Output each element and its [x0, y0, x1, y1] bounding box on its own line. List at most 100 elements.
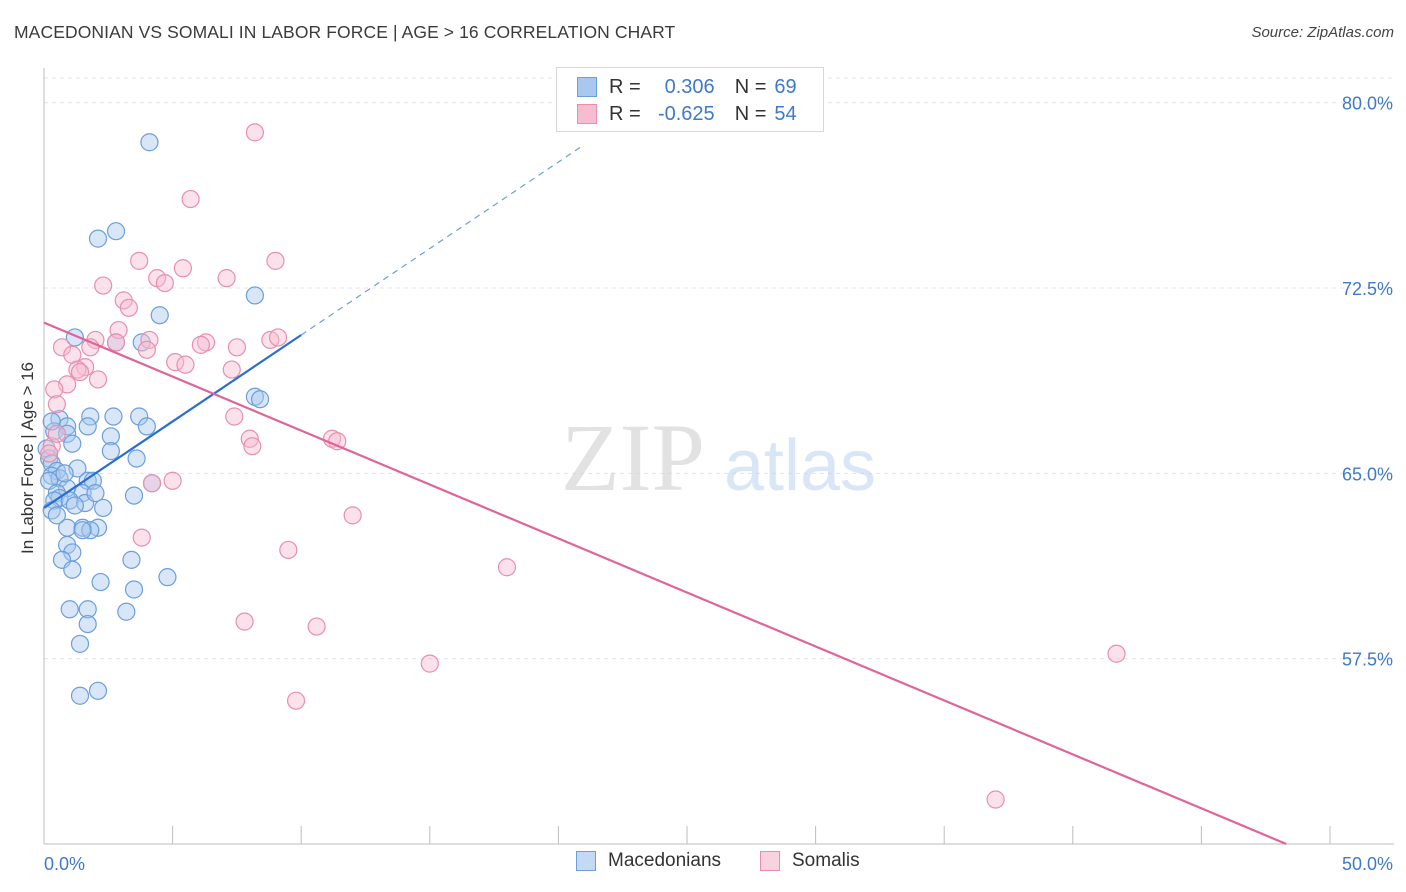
y-tick-label: 72.5% [1342, 279, 1393, 299]
somali-point [268, 328, 288, 347]
somali-point [130, 251, 149, 270]
macedonian-point [94, 498, 113, 518]
macedonian-point [78, 417, 97, 436]
legend-label: Macedonians [608, 850, 722, 871]
stats-row-somalis: R = -0.625 N = 54 [577, 101, 797, 127]
r-value: -0.625 [657, 102, 715, 125]
stats-row-macedonians: R = 0.306 N = 69 [577, 74, 797, 100]
macedonian-point [140, 133, 159, 152]
macedonian-point [150, 306, 169, 325]
somali-point [47, 395, 66, 414]
trend-lines [43, 144, 1287, 846]
somali-point [191, 335, 210, 354]
macedonians-legend-swatch [576, 851, 596, 871]
somali-point [307, 617, 326, 636]
somali-point [106, 333, 126, 352]
macedonians-trend-extension [300, 144, 585, 336]
macedonian-point [101, 427, 120, 446]
somali-point [235, 612, 254, 631]
macedonian-point [122, 550, 141, 569]
somali-point [227, 338, 246, 357]
macedonian-point [124, 486, 144, 505]
somali-point [225, 407, 244, 426]
r-label: R = [609, 75, 641, 98]
somali-point [497, 558, 517, 577]
macedonian-point [70, 634, 90, 653]
r-label: R = [609, 102, 641, 125]
x-tick-label: 0.0% [44, 854, 85, 874]
axes [43, 68, 1394, 845]
macedonian-point [130, 407, 149, 426]
legend-item-somalis[interactable]: Somalis [760, 850, 860, 872]
somali-point [986, 790, 1005, 809]
somali-point [47, 424, 66, 443]
macedonian-point [58, 424, 77, 443]
macedonian-point [101, 442, 120, 461]
somali-point [155, 273, 174, 293]
somalis-points [40, 123, 1126, 809]
macedonian-point [55, 464, 74, 483]
macedonian-point [88, 229, 108, 248]
n-value: 54 [774, 102, 797, 125]
macedonian-point [70, 686, 90, 705]
somali-point [173, 259, 192, 278]
somali-point [142, 474, 162, 493]
macedonian-point [65, 496, 84, 515]
macedonian-point [104, 407, 123, 426]
somali-point [222, 360, 241, 379]
somali-point [132, 528, 151, 547]
somali-point [94, 276, 113, 295]
somalis-legend-swatch [760, 851, 780, 871]
somali-point [266, 251, 285, 270]
r-value: 0.306 [664, 75, 715, 98]
somalis-swatch [577, 104, 597, 124]
macedonian-point [63, 560, 82, 579]
legend-item-macedonians[interactable]: Macedonians [576, 850, 721, 872]
somali-point [343, 506, 362, 525]
somali-point [217, 269, 236, 288]
somali-point [137, 340, 156, 359]
macedonian-point [60, 600, 79, 619]
somali-point [70, 362, 90, 382]
somali-point [286, 691, 306, 710]
somali-point [279, 540, 298, 560]
macedonians-trend-line [43, 334, 302, 509]
somali-point [40, 444, 59, 463]
macedonian-point [81, 521, 100, 540]
stats-legend: R = 0.306 N = 69 R = -0.625 N = 54 [556, 67, 824, 132]
somali-point [245, 123, 265, 142]
somali-point [181, 189, 200, 209]
somali-point [243, 437, 262, 456]
somalis-trend-line [43, 321, 1287, 846]
macedonian-point [78, 614, 97, 634]
x-tick-label: 50.0% [1342, 854, 1393, 874]
series-legend: Macedonians Somalis [0, 850, 1406, 878]
y-tick-label: 57.5% [1342, 650, 1393, 670]
macedonian-point [91, 572, 110, 592]
macedonian-point [88, 681, 108, 700]
macedonian-point [78, 600, 97, 619]
watermark-zip: ZIP [561, 404, 705, 511]
macedonian-point [106, 222, 126, 241]
legend-label: Somalis [792, 850, 860, 871]
n-value: 69 [774, 75, 797, 98]
macedonian-point [63, 434, 82, 453]
somali-point [240, 429, 259, 448]
somali-point [119, 298, 138, 317]
macedonian-point [250, 390, 270, 409]
somali-point [176, 355, 195, 374]
n-label: N = [734, 102, 767, 125]
source-credit: Source: ZipAtlas.com [1251, 24, 1394, 41]
somali-point [52, 338, 72, 357]
somali-point [420, 654, 439, 673]
macedonians-swatch [577, 77, 597, 97]
macedonian-point [60, 491, 79, 510]
watermark-atlas: atlas [724, 426, 876, 506]
macedonian-point [245, 286, 265, 305]
n-label: N = [734, 75, 767, 98]
y-tick-label: 65.0% [1342, 464, 1393, 484]
y-tick-label: 80.0% [1342, 94, 1393, 114]
macedonian-point [127, 449, 146, 468]
macedonian-point [73, 521, 92, 540]
